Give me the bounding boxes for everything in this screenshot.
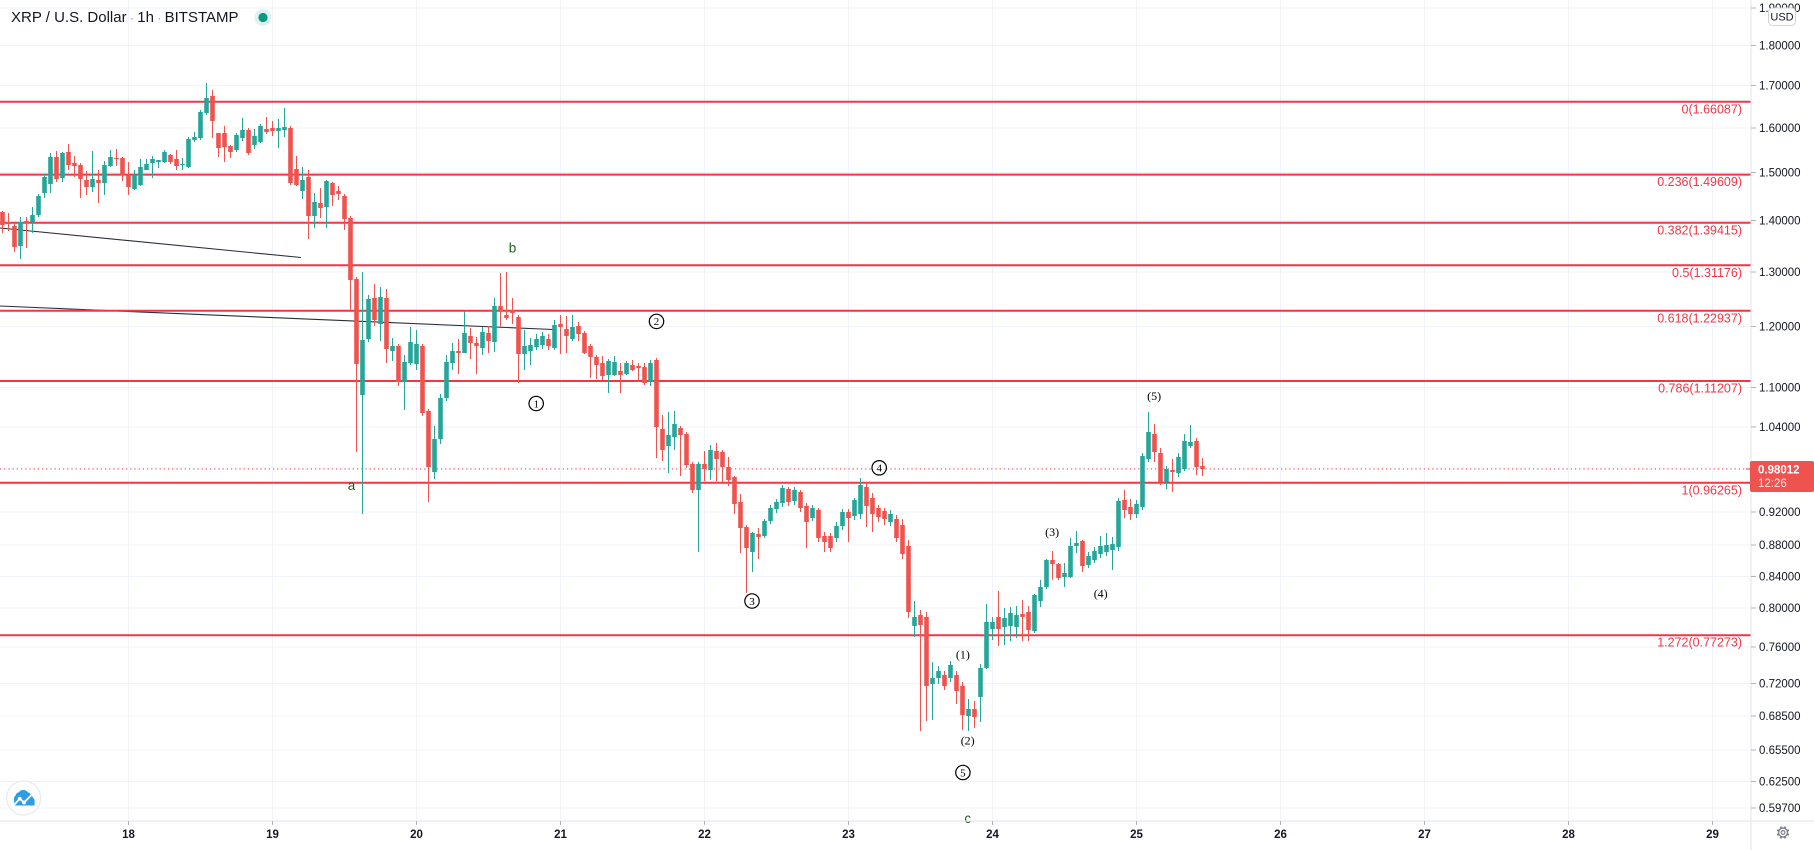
svg-text:0.98012: 0.98012 xyxy=(1758,465,1800,477)
svg-text:22: 22 xyxy=(698,829,711,841)
svg-text:1.30000: 1.30000 xyxy=(1759,267,1801,279)
svg-text:0.59700: 0.59700 xyxy=(1759,803,1801,815)
svg-text:0.84000: 0.84000 xyxy=(1759,572,1801,584)
svg-text:1.50000: 1.50000 xyxy=(1759,168,1801,180)
svg-text:(3): (3) xyxy=(1045,525,1059,539)
svg-text:(2): (2) xyxy=(961,734,975,748)
svg-text:(5): (5) xyxy=(1147,389,1161,403)
svg-text:0.76000: 0.76000 xyxy=(1759,642,1801,654)
svg-text:5: 5 xyxy=(960,767,966,779)
svg-text:(1): (1) xyxy=(956,647,970,661)
svg-text:USD: USD xyxy=(1770,12,1793,24)
svg-text:25: 25 xyxy=(1130,829,1143,841)
svg-text:26: 26 xyxy=(1274,829,1287,841)
svg-text:0(1.66087): 0(1.66087) xyxy=(1682,102,1742,116)
svg-text:1.40000: 1.40000 xyxy=(1759,216,1801,228)
svg-text:0.62500: 0.62500 xyxy=(1759,777,1801,789)
svg-text:0.68500: 0.68500 xyxy=(1759,711,1801,723)
svg-text:0.65500: 0.65500 xyxy=(1759,745,1801,757)
svg-text:1.20000: 1.20000 xyxy=(1759,322,1801,334)
svg-text:12:26: 12:26 xyxy=(1758,478,1787,490)
svg-text:a: a xyxy=(348,478,356,493)
svg-text:1.272(0.77273): 1.272(0.77273) xyxy=(1657,636,1742,650)
svg-text:b: b xyxy=(509,241,517,256)
svg-text:0.382(1.39415): 0.382(1.39415) xyxy=(1657,223,1742,237)
svg-text:1.70000: 1.70000 xyxy=(1759,81,1801,93)
svg-text:24: 24 xyxy=(986,829,999,841)
svg-text:28: 28 xyxy=(1562,829,1575,841)
svg-text:XRP / U.S. Dollar · 1h · BITST: XRP / U.S. Dollar · 1h · BITSTAMP xyxy=(11,9,239,26)
svg-text:23: 23 xyxy=(842,829,855,841)
svg-text:1.80000: 1.80000 xyxy=(1759,41,1801,53)
svg-text:1: 1 xyxy=(533,398,539,410)
svg-text:29: 29 xyxy=(1706,829,1719,841)
svg-text:4: 4 xyxy=(876,463,882,475)
svg-text:0.72000: 0.72000 xyxy=(1759,679,1801,691)
svg-text:21: 21 xyxy=(554,829,567,841)
svg-text:0.786(1.11207): 0.786(1.11207) xyxy=(1658,382,1742,396)
svg-text:0.88000: 0.88000 xyxy=(1759,540,1801,552)
svg-text:1(0.96265): 1(0.96265) xyxy=(1682,483,1742,497)
svg-text:3: 3 xyxy=(749,596,755,608)
svg-text:1.10000: 1.10000 xyxy=(1759,383,1801,395)
svg-text:0.80000: 0.80000 xyxy=(1759,603,1801,615)
svg-text:18: 18 xyxy=(122,829,135,841)
svg-text:0.5(1.31176): 0.5(1.31176) xyxy=(1672,266,1742,280)
svg-text:20: 20 xyxy=(410,829,423,841)
svg-text:19: 19 xyxy=(266,829,279,841)
svg-text:1.04000: 1.04000 xyxy=(1759,422,1801,434)
svg-text:c: c xyxy=(964,811,971,826)
svg-text:0.92000: 0.92000 xyxy=(1759,507,1801,519)
svg-text:0.618(1.22937): 0.618(1.22937) xyxy=(1657,311,1742,325)
svg-text:0.236(1.49609): 0.236(1.49609) xyxy=(1657,175,1742,189)
svg-text:(4): (4) xyxy=(1094,587,1108,601)
svg-text:1.60000: 1.60000 xyxy=(1759,123,1801,135)
svg-text:27: 27 xyxy=(1418,829,1431,841)
svg-text:2: 2 xyxy=(654,316,660,328)
